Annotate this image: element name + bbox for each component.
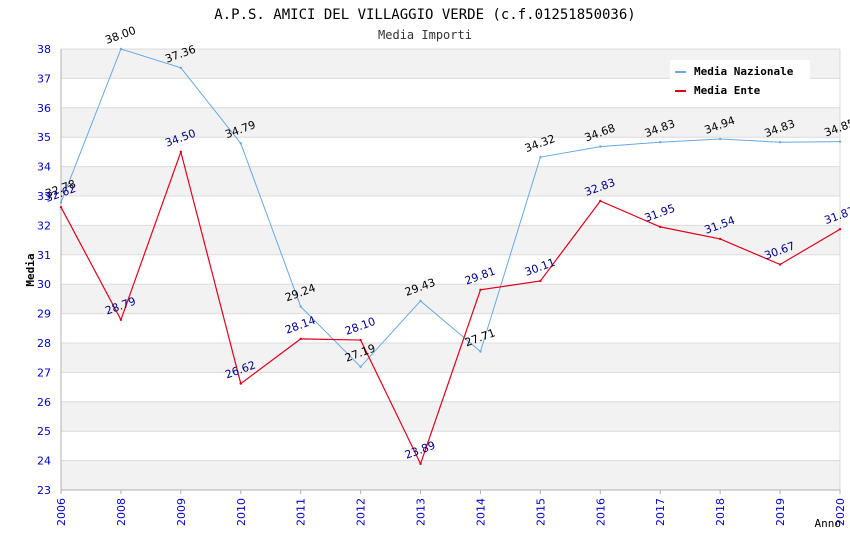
axes xyxy=(60,49,841,491)
data-point xyxy=(239,142,242,145)
data-point xyxy=(59,201,63,204)
data-point xyxy=(119,47,123,51)
data-point xyxy=(599,199,602,203)
data-point xyxy=(718,137,722,141)
y-tick-label: 25 xyxy=(37,425,51,438)
y-tick-label: 29 xyxy=(37,308,51,321)
x-tick-label: 2011 xyxy=(295,498,308,526)
y-tick-label: 27 xyxy=(37,366,51,379)
series-lines xyxy=(59,47,842,466)
data-point xyxy=(299,305,302,308)
legend-box xyxy=(670,60,810,100)
data-point xyxy=(239,382,242,385)
data-label: 31.95 xyxy=(643,202,677,225)
grid-bands xyxy=(61,49,840,490)
data-point xyxy=(599,145,602,148)
y-tick-label: 36 xyxy=(37,102,51,115)
data-point xyxy=(718,237,722,241)
data-point xyxy=(59,205,63,209)
data-point xyxy=(299,337,302,341)
data-point xyxy=(479,288,482,291)
chart-subtitle: Media Importi xyxy=(378,28,472,42)
grid-band xyxy=(61,460,840,490)
data-point xyxy=(119,318,123,321)
x-tick-label: 2008 xyxy=(115,498,128,526)
y-tick-label: 37 xyxy=(37,72,51,85)
data-point xyxy=(838,140,842,143)
data-point xyxy=(179,150,183,154)
x-tick-label: 2006 xyxy=(55,498,68,526)
data-label: 23.89 xyxy=(403,439,437,462)
legend-label-media-nazionale: Media Nazionale xyxy=(694,65,794,78)
series-line-media-nazionale xyxy=(60,48,841,368)
data-point xyxy=(419,299,422,303)
y-tick-label: 33 xyxy=(37,190,51,203)
grid-band xyxy=(61,107,840,138)
data-point xyxy=(539,155,542,159)
x-tick-label: 2013 xyxy=(415,498,428,526)
grid-band xyxy=(61,284,840,314)
grid-band xyxy=(61,225,840,255)
y-tick-label: 24 xyxy=(37,455,51,468)
x-tick-label: 2010 xyxy=(235,498,248,526)
x-tick-label: 2009 xyxy=(175,498,188,526)
data-label: 28.14 xyxy=(283,314,317,337)
x-axis-label: Anno xyxy=(815,517,842,530)
data-label: 28.10 xyxy=(343,315,377,338)
data-label: 30.11 xyxy=(523,256,557,279)
x-tick-label: 2014 xyxy=(474,498,487,526)
chart-title: A.P.S. AMICI DEL VILLAGGIO VERDE (c.f.01… xyxy=(214,7,635,23)
data-point xyxy=(838,228,842,231)
grid-band xyxy=(61,401,840,432)
legend: Media Nazionale Media Ente xyxy=(670,60,810,100)
y-tick-label: 30 xyxy=(37,278,51,291)
y-tick-label: 31 xyxy=(37,249,51,262)
series-line-media-ente xyxy=(60,149,841,466)
y-tick-label: 23 xyxy=(37,484,51,497)
y-tick-label: 35 xyxy=(37,131,51,144)
data-label: 31.87 xyxy=(823,204,850,227)
y-axis-label: Media xyxy=(24,253,37,286)
x-tick-label: 2016 xyxy=(594,498,607,526)
y-tick-label: 34 xyxy=(37,161,51,174)
data-point xyxy=(659,225,662,229)
x-tick-label: 2017 xyxy=(654,498,667,526)
y-tick-label: 26 xyxy=(37,396,51,409)
grid-band xyxy=(61,166,840,196)
x-tick-labels: 2006 2008 2009 2010 2011 2012 2013 2014 2015 2016… xyxy=(55,490,847,526)
y-tick-label: 38 xyxy=(37,43,51,56)
x-tick-label: 2019 xyxy=(774,498,787,526)
y-tick-label: 28 xyxy=(37,337,51,350)
data-point xyxy=(539,279,542,283)
legend-label-media-ente: Media Ente xyxy=(694,84,761,97)
x-tick-label: 2018 xyxy=(714,498,727,526)
x-tick-label: 2020 xyxy=(834,498,847,526)
data-label: 38.00 xyxy=(104,24,138,47)
x-tick-label: 2015 xyxy=(534,498,547,526)
y-tick-label: 32 xyxy=(37,219,51,232)
data-point xyxy=(419,462,422,466)
data-point xyxy=(179,66,183,70)
grid-band xyxy=(61,343,840,373)
data-point xyxy=(359,338,362,342)
y-tick-labels: 23 24 25 26 27 28 29 30 31 32 33 34 35 36 37 38 xyxy=(37,43,51,497)
x-tick-label: 2012 xyxy=(355,498,368,526)
data-point xyxy=(778,263,782,266)
data-point xyxy=(479,350,482,353)
data-point xyxy=(778,140,782,144)
grid-lines xyxy=(61,48,840,491)
data-point xyxy=(359,365,362,369)
data-point xyxy=(659,140,662,144)
